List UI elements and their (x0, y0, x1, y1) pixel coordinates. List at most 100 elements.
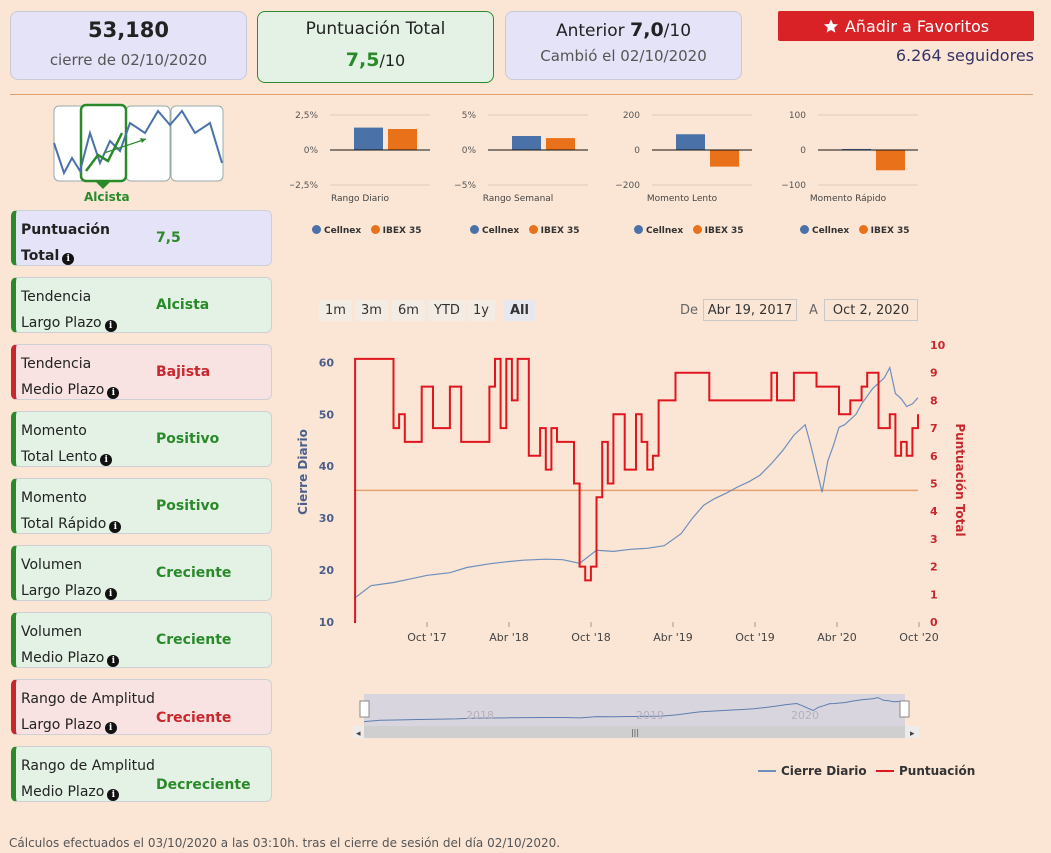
info-icon[interactable]: i (100, 454, 113, 466)
info-icon[interactable]: i (104, 722, 117, 734)
range-6m-button[interactable]: 6m (392, 300, 425, 321)
mini-tick-label: 0 (800, 146, 806, 156)
info-icon[interactable]: i (62, 253, 75, 265)
mini-tick-label: −2,5% (290, 181, 318, 190)
mini-bar-cellnex[interactable] (676, 134, 705, 150)
indicator-name-line1: Momento (21, 423, 87, 439)
y-tick-label: 20 (319, 564, 335, 577)
indicator-total-score[interactable]: Puntuación Total i 7,5 (11, 210, 272, 266)
score-step-line[interactable] (354, 357, 919, 623)
mini-chart-weekly-range: 5% 0% −5% Rango Semanal Cellnex IBEX 35 (448, 105, 598, 240)
indicator-name-line2: Medio Plazo (21, 382, 105, 398)
range-ytd-button[interactable]: YTD (428, 300, 466, 321)
x-tick-label: Oct '18 (571, 631, 611, 644)
info-icon[interactable]: i (107, 387, 120, 399)
scroll-grip-icon[interactable]: ||| (631, 728, 639, 737)
trend-up-line (85, 132, 124, 172)
trend-pointer (95, 181, 111, 189)
mini-tick-label: −5% (454, 181, 476, 190)
add-favorites-label: Añadir a Favoritos (844, 16, 990, 36)
y2-tick-label: 7 (930, 422, 938, 435)
info-icon[interactable]: i (104, 320, 117, 332)
legend-close-line (758, 770, 776, 772)
info-icon[interactable]: i (109, 521, 122, 533)
header-divider (10, 94, 1033, 95)
navigator-selection[interactable] (364, 694, 905, 726)
total-score-value: 7,5/10 (258, 49, 493, 71)
mini-chart-legend: Cellnex IBEX 35 (634, 225, 744, 236)
indicator-value: Positivo (156, 431, 220, 447)
indicator-name-line1: Puntuación (21, 222, 110, 238)
navigator-year-label: 2018 (466, 709, 494, 722)
legend-dot-ibex (370, 225, 380, 234)
legend-ibex: IBEX 35 (540, 226, 580, 236)
indicator-volume-medium[interactable]: Volumen Medio Plazo i Creciente (11, 612, 272, 668)
range-all-button[interactable]: All (504, 300, 535, 321)
range-1y-button[interactable]: 1y (467, 300, 495, 321)
navigator-handle[interactable] (899, 700, 910, 718)
mini-tick-label: 200 (623, 111, 640, 121)
mini-chart-title: Rango Semanal (482, 194, 554, 204)
indicator-value: Creciente (156, 632, 232, 648)
date-to-input[interactable] (824, 299, 918, 321)
indicator-momentum-slow[interactable]: Momento Total Lento i Positivo (11, 411, 272, 467)
y2-axis-title: Puntuación Total (953, 423, 967, 536)
legend-score[interactable]: Puntuación (876, 764, 975, 778)
legend-close[interactable]: Cierre Diario (758, 764, 867, 778)
indicator-name: Tendencia Medio Plazo i (21, 351, 156, 403)
indicator-trend-long[interactable]: Tendencia Largo Plazo i Alcista (11, 277, 272, 333)
y-tick-label: 10 (319, 616, 335, 629)
indicator-range-medium[interactable]: Rango de Amplitud Medio Plazo i Decrecient… (11, 746, 272, 802)
mini-bar-cellnex[interactable] (842, 148, 871, 150)
mini-bar-ibex[interactable] (388, 129, 417, 150)
legend-dot-ibex (858, 225, 868, 234)
legend-score-line (876, 770, 894, 772)
add-favorites-button[interactable]: Añadir a Favoritos (778, 11, 1034, 41)
legend-ibex: IBEX 35 (870, 226, 910, 236)
mini-bar-cellnex[interactable] (512, 136, 541, 150)
mini-bar-ibex[interactable] (876, 150, 905, 171)
close-price-line[interactable] (353, 365, 919, 600)
indicator-value: 7,5 (156, 230, 181, 246)
y2-tick-label: 3 (930, 533, 938, 546)
total-score-card: Puntuación Total 7,5/10 (257, 11, 494, 83)
close-date: cierre de 02/10/2020 (49, 51, 208, 69)
date-from-input[interactable] (703, 299, 797, 321)
mini-chart-svg: 100 0 −100 (781, 111, 928, 191)
navigator-scroll-thumb[interactable] (364, 726, 905, 738)
legend-dot-cellnex (470, 225, 479, 234)
indicator-name-line1: Volumen (21, 557, 82, 573)
indicator-volume-long[interactable]: Volumen Largo Plazo i Creciente (11, 545, 272, 601)
mini-chart-svg: 5% 0% −5% (454, 111, 598, 191)
indicator-value: Alcista (156, 297, 210, 313)
followers-count: 6.264 seguidores (895, 46, 1034, 65)
info-icon[interactable]: i (104, 588, 117, 600)
navigator[interactable]: 2018 2019 2020 ◂ ▸ ||| (350, 690, 925, 742)
y2-tick-label: 4 (930, 505, 938, 518)
mini-chart-title: Rango Diario (330, 194, 389, 204)
trend-selector (53, 103, 224, 189)
x-tick-label: Abr '19 (653, 631, 693, 644)
legend-dot-cellnex (312, 225, 321, 234)
scroll-left-icon[interactable]: ◂ (356, 729, 361, 739)
score-number: 7,5 (345, 49, 380, 71)
mini-bar-ibex[interactable] (710, 150, 739, 167)
range-3m-button[interactable]: 3m (355, 300, 388, 321)
trend-label: Alcista (84, 190, 130, 204)
mini-bar-ibex[interactable] (546, 138, 575, 150)
info-icon[interactable]: i (107, 655, 120, 667)
scroll-right-icon[interactable]: ▸ (910, 729, 915, 739)
mini-tick-label: −100 (781, 181, 806, 190)
indicator-momentum-fast[interactable]: Momento Total Rápido i Positivo (11, 478, 272, 534)
last-price: 53,180 (87, 18, 170, 42)
mini-bar-cellnex[interactable] (354, 127, 383, 150)
indicator-name-line1: Momento (21, 490, 87, 506)
y-tick-label: 60 (319, 356, 335, 369)
mini-tick-label: 2,5% (295, 111, 318, 121)
navigator-handle[interactable] (359, 700, 370, 718)
info-icon[interactable]: i (107, 789, 120, 801)
indicator-trend-medium[interactable]: Tendencia Medio Plazo i Bajista (11, 344, 272, 400)
indicator-name-line1: Rango de Amplitud (21, 758, 155, 774)
indicator-range-long[interactable]: Rango de Amplitud Largo Plazo i Creciente (11, 679, 272, 735)
range-1m-button[interactable]: 1m (319, 300, 352, 321)
